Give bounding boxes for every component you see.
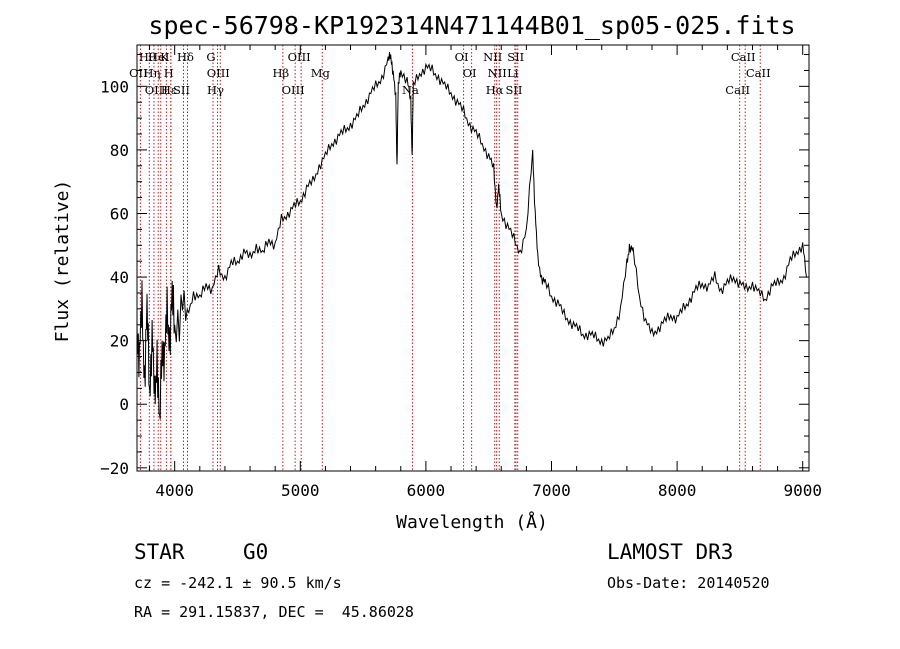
line-label: OIII (282, 83, 305, 97)
line-label: NII (483, 50, 502, 64)
line-label: CaII (746, 66, 771, 80)
x-axis-title: Wavelength (Å) (396, 511, 548, 533)
chart-title: spec-56798-KP192314N471144B01_sp05-025.f… (148, 11, 795, 40)
line-label: NII (488, 66, 507, 80)
line-label: Hθ (139, 50, 156, 64)
line-label: CaII (731, 50, 756, 64)
redshift-info: cz = -242.1 ± 90.5 km/s (134, 574, 342, 592)
y-tick-label: 100 (100, 77, 129, 96)
line-label: Hδ (177, 50, 194, 64)
line-label: Hβ (272, 66, 289, 80)
line-label: K (160, 50, 169, 64)
line-label: OI (455, 50, 469, 64)
x-tick-label: 9000 (783, 481, 822, 500)
line-label: H (164, 66, 174, 80)
line-label: SII (505, 83, 522, 97)
line-label: HeI (148, 50, 169, 64)
y-axis-title: Flux (relative) (52, 180, 73, 343)
flux-line (136, 51, 807, 420)
line-label: Hγ (207, 83, 224, 97)
x-tick-label: 4000 (155, 481, 194, 500)
y-tick-label: 20 (110, 332, 129, 351)
object-class: STAR (134, 540, 185, 564)
line-label: G (206, 50, 215, 64)
line-label: SII (173, 83, 190, 97)
line-label: Mg (311, 66, 331, 80)
line-label: CaII (725, 83, 750, 97)
spectrum-chart: spec-56798-KP192314N471144B01_sp05-025.f… (52, 11, 822, 533)
spectral-line-markers: Hθ OII OIII KH Hε HeI Hη SII Hδ OIII Hγ G Hβ OIII OIII… (129, 45, 771, 471)
y-tick-label: 80 (110, 141, 129, 160)
line-label: OIII (207, 66, 230, 80)
line-label: Hη (143, 66, 160, 80)
line-label: Hα (486, 83, 504, 97)
plot-frame (136, 44, 810, 472)
flux-series (136, 51, 807, 420)
x-tick-label: 7000 (532, 481, 571, 500)
line-label: Hε (161, 83, 177, 97)
obs-date: Obs-Date: 20140520 (607, 574, 770, 592)
x-tick-label: 6000 (407, 481, 446, 500)
line-label: OII (129, 66, 148, 80)
x-tick-label: 5000 (281, 481, 320, 500)
line-label: OIII (145, 83, 168, 97)
survey-name: LAMOST DR3 (607, 540, 734, 564)
line-label: OIII (288, 50, 311, 64)
y-tick-label: 60 (110, 204, 129, 223)
y-tick-label: −20 (100, 459, 129, 478)
x-tick-label: 8000 (658, 481, 697, 500)
x-axis-ticks: 4000 5000 6000 7000 8000 9000 (149, 45, 822, 500)
line-label: Li (507, 66, 519, 80)
line-label: OI (463, 66, 477, 80)
coordinates: RA = 291.15837, DEC = 45.86028 (134, 603, 414, 621)
y-axis-ticks: −20 0 20 40 60 80 100 (100, 54, 809, 478)
y-tick-label: 0 (119, 395, 129, 414)
object-subclass: G0 (243, 540, 269, 564)
y-tick-label: 40 (110, 268, 129, 287)
line-label: SII (507, 50, 524, 64)
line-label: Na (402, 83, 419, 97)
